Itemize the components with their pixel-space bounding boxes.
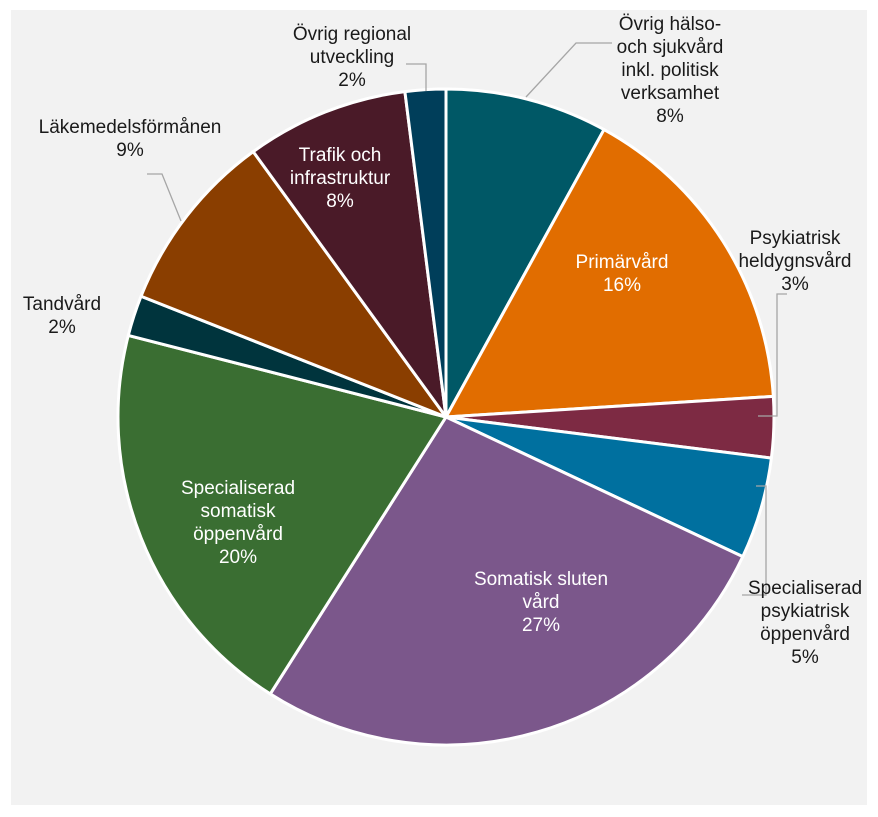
- slice-label-line-5-2: öppenvård: [193, 524, 283, 545]
- leader-line-2: [758, 293, 787, 417]
- slice-label-line-2-0: Psykiatrisk: [750, 228, 841, 249]
- leader-lines: [147, 42, 787, 596]
- slice-label-1: Primärvård 16%: [576, 252, 669, 296]
- slice-label-line-0-2: inkl. politisk: [621, 60, 719, 81]
- slice-label-line-4-0: Somatisk sluten: [474, 569, 608, 590]
- pie-slice-4: [268, 415, 745, 747]
- slice-label-line-8-0: Trafik och: [299, 145, 382, 166]
- slice-label-line-3-0: Specialiserad: [748, 578, 862, 599]
- slice-label-line-1-0: Primärvård: [576, 252, 669, 273]
- slice-label-line-0-1: och sjukvård: [617, 37, 724, 58]
- leader-line-7: [147, 173, 182, 222]
- slice-label-line-0-0: Övrig hälso-: [619, 14, 721, 35]
- slice-label-line-5-1: somatisk: [201, 501, 276, 522]
- leader-line-0: [525, 42, 612, 98]
- pie-slices: [116, 87, 776, 747]
- slice-label-2: Psykiatrisk heldygnsvård 3%: [738, 228, 851, 295]
- slice-label-line-3-1: psykiatrisk: [761, 601, 850, 622]
- slice-label-0: Övrig hälso-och sjukvård inkl. politisk ve…: [617, 14, 724, 127]
- slice-percent-5: 20%: [219, 547, 257, 568]
- slice-label-line-4-1: vård: [523, 592, 560, 613]
- slice-percent-1: 16%: [603, 275, 641, 296]
- slice-label-line-0-3: verksamhet: [621, 83, 720, 104]
- slice-percent-7: 9%: [116, 140, 144, 161]
- pie-slice-0: [444, 87, 606, 419]
- slice-label-4: Somatisk sluten vård 27%: [474, 569, 608, 636]
- slice-label-line-9-0: Övrig regional: [293, 24, 411, 45]
- slice-label-line-2-1: heldygnsvård: [738, 251, 851, 272]
- slice-label-line-7-0: Läkemedelsförmånen: [39, 117, 222, 138]
- slice-label-line-5-0: Specialiserad: [181, 478, 295, 499]
- leader-line-9: [406, 63, 427, 91]
- slice-label-3: Specialiserad psykiatrisk öppenvård 5%: [748, 578, 862, 668]
- slice-percent-3: 5%: [791, 647, 819, 668]
- pie-slice-7: [139, 150, 448, 419]
- slice-percent-2: 3%: [781, 274, 809, 295]
- slice-labels: Övrig hälso-och sjukvård inkl. politisk ve…: [23, 14, 862, 668]
- slice-percent-4: 27%: [522, 615, 560, 636]
- slice-percent-6: 2%: [48, 317, 76, 338]
- slice-percent-0: 8%: [656, 106, 684, 127]
- pie-slice-5: [116, 333, 448, 696]
- leader-line-3: [742, 485, 767, 596]
- slice-label-8: Trafik och infrastruktur 8%: [290, 145, 391, 212]
- slice-label-5: Specialiserad somatisk öppenvård 20%: [181, 478, 295, 568]
- slice-label-9: Övrig regional utveckling 2%: [293, 24, 411, 91]
- slice-percent-9: 2%: [338, 70, 366, 91]
- slice-label-line-8-1: infrastruktur: [290, 168, 391, 189]
- pie-slice-1: [444, 128, 775, 419]
- pie-slice-8: [251, 90, 448, 419]
- slice-label-7: Läkemedelsförmånen 9%: [39, 117, 222, 161]
- slice-label-line-9-1: utveckling: [310, 47, 395, 68]
- slice-label-line-6-0: Tandvård: [23, 294, 101, 315]
- slice-label-line-3-2: öppenvård: [760, 624, 850, 645]
- slice-label-6: Tandvård 2%: [23, 294, 101, 338]
- slice-percent-8: 8%: [326, 191, 354, 212]
